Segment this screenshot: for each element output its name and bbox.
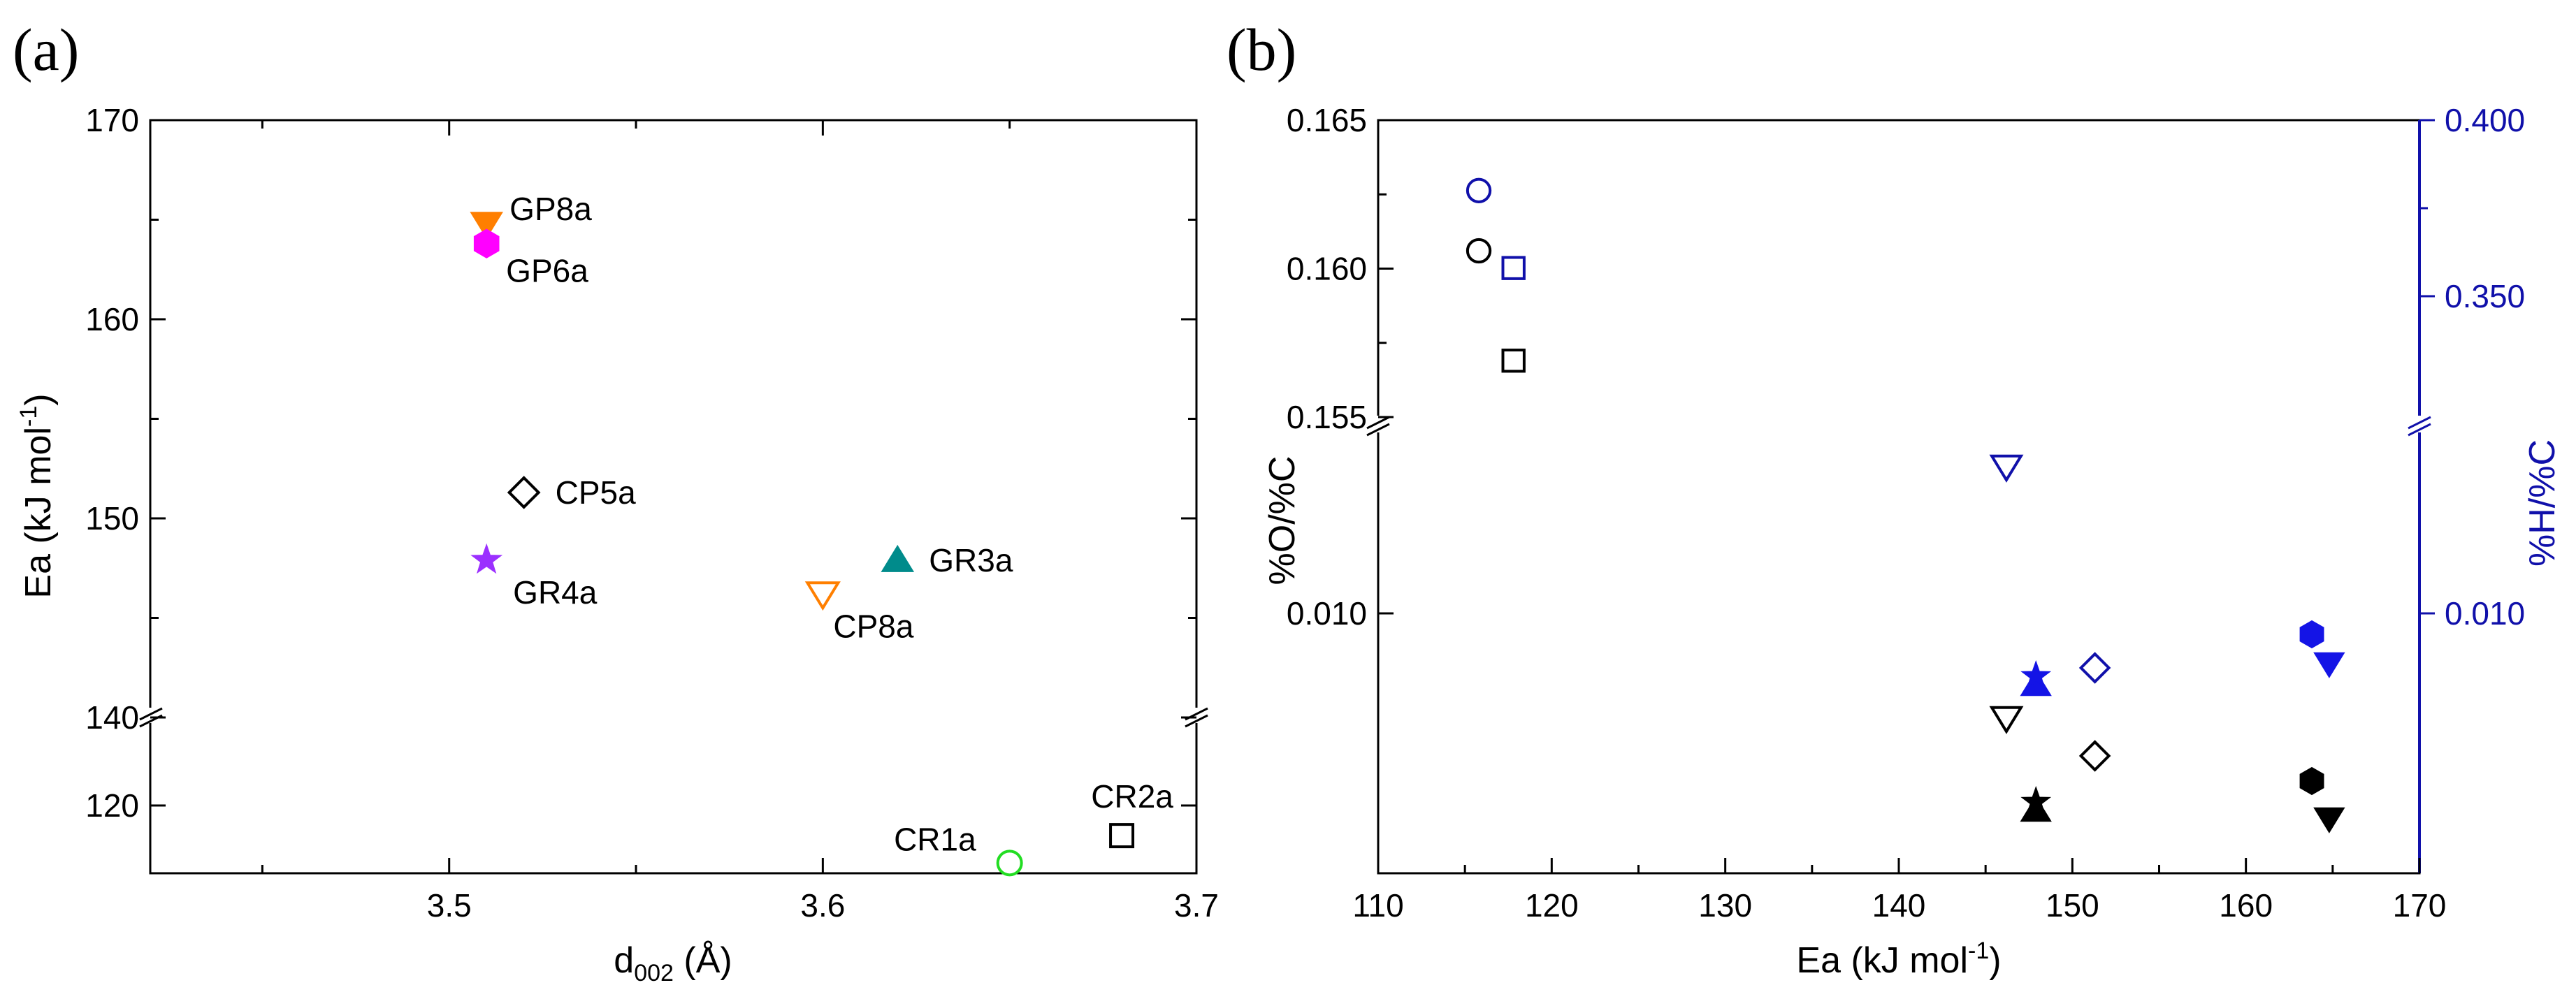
panel-b-oc-point-6 — [2299, 766, 2324, 796]
panel-b-xtick-label: 110 — [1352, 887, 1403, 924]
panel-b-ylabel-right: %H/%C — [2522, 439, 2563, 567]
panel-a-point-label-gr4a: GR4a — [513, 574, 598, 611]
panel-b-oc-point-7 — [2313, 807, 2345, 833]
panel-a-label: (a) — [13, 16, 79, 83]
panel-b-oc-point-0 — [1466, 238, 1492, 264]
panel-a-break-left-1 — [139, 707, 163, 721]
panel-b-break-right-1 — [2408, 416, 2431, 430]
panel-a-point-label-cp5a: CP5a — [556, 474, 636, 511]
panel-b-break-left-1 — [1366, 416, 1390, 430]
panel-a-point-cp5a — [507, 476, 541, 509]
panel-b-oc-point-5 — [2078, 740, 2111, 772]
panel-b-axes: Ea (kJ mol-1) %O/%C %H/%C — [1262, 119, 2563, 981]
panel-b-frame — [1377, 119, 2421, 875]
panel-b-xtick-label: 130 — [1698, 887, 1752, 924]
panel-a-point-cr1a — [996, 849, 1023, 877]
panel-b-ytick-right-label: 0.350 — [2445, 278, 2525, 314]
panel-a-point-gp8a — [470, 212, 503, 240]
panel-b-oc-point-4 — [2020, 785, 2052, 815]
panel-a-axes: d002 (Å) Ea (kJ mol-1) — [15, 119, 1209, 986]
panel-b-label: (b) — [1227, 16, 1296, 83]
panel-b-xtick-label: 140 — [1872, 887, 1926, 924]
panel-b-hc-point-7 — [2313, 652, 2345, 678]
panel-b-ytick-right-label: 0.010 — [2445, 595, 2525, 632]
panel-a-ytick-label: 120 — [85, 787, 139, 824]
panel-a-break-mask-left — [140, 708, 168, 723]
panel-a-break-right-2 — [1185, 714, 1208, 728]
panel-b-xtick-label: 150 — [2046, 887, 2099, 924]
panel-b-break-left-2 — [1366, 423, 1390, 437]
panel-b-hc-point-0 — [1466, 177, 1492, 203]
panel-a-ylabel: Ea (kJ mol-1) — [15, 393, 59, 598]
panel-a-ytick-label: 160 — [85, 301, 139, 337]
panel-b-ytick-left-label: 0.165 — [1287, 102, 1367, 138]
panel-b-xtick-label: 170 — [2393, 887, 2447, 924]
panel-a-point-label-gr3a: GR3a — [929, 542, 1013, 578]
panel-b-hc-point-5 — [2078, 652, 2111, 684]
panel-a-xtick-label: 3.5 — [427, 887, 472, 924]
panel-a-xlabel: d002 (Å) — [614, 940, 732, 986]
panel-b-ytick-left-label: 0.155 — [1287, 399, 1367, 435]
panel-a-ytick-label: 140 — [85, 699, 139, 736]
panel-a-point-label-gp6a: GP6a — [506, 253, 588, 289]
panel-b-oc-point-1 — [1501, 349, 1526, 373]
panel-a-point-label-cr1a: CR1a — [894, 821, 976, 857]
panel-a-point-gp6a — [473, 228, 500, 258]
panel-b-break-mask-left — [1366, 416, 1394, 432]
panel-a-frame — [149, 119, 1198, 875]
panel-b-xlabel: Ea (kJ mol-1) — [1796, 938, 2001, 981]
panel-b-hc-point-4 — [2020, 659, 2052, 690]
panel-a-point-cp8a — [804, 581, 841, 611]
panel-a-ytick-label: 170 — [85, 102, 139, 138]
panel-b-ylabel-left: %O/%C — [1262, 456, 1303, 585]
panel-b-oc-point-2 — [1989, 706, 2024, 734]
panel-b-ytick-right-label: 0.400 — [2445, 102, 2525, 138]
panel-b-break-right-2 — [2408, 423, 2431, 437]
panel-a-point-label-cp8a: CP8a — [833, 608, 913, 644]
panel-a-ytick-label: 150 — [85, 500, 139, 537]
panel-a-xtick-label: 3.6 — [800, 887, 845, 924]
panel-a-xtick-label: 3.7 — [1174, 887, 1219, 924]
panel-a-point-cr2a — [1109, 823, 1135, 849]
panel-b-ytick-left-label: 0.160 — [1287, 251, 1367, 287]
panel-a-point-label-cr2a: CR2a — [1091, 778, 1173, 815]
panel-b-xtick-label: 120 — [1525, 887, 1579, 924]
panel-a-point-label-gp8a: GP8a — [509, 191, 592, 227]
panel-a-point-gr4a — [470, 543, 503, 574]
panel-b-hc-point-2 — [1989, 454, 2024, 483]
panel-b-hc-point-1 — [1501, 256, 1526, 280]
panel-b-hc-point-6 — [2299, 620, 2324, 649]
chart-marks: 3.5 3.6 3.7 120 140 150 160 170 GP8a GP6a CP5a GR4a… — [85, 102, 2525, 924]
panel-b-xtick-label: 160 — [2219, 887, 2273, 924]
panel-b-ytick-left-label: 0.010 — [1287, 595, 1367, 632]
panel-a-point-gr3a — [881, 544, 915, 572]
